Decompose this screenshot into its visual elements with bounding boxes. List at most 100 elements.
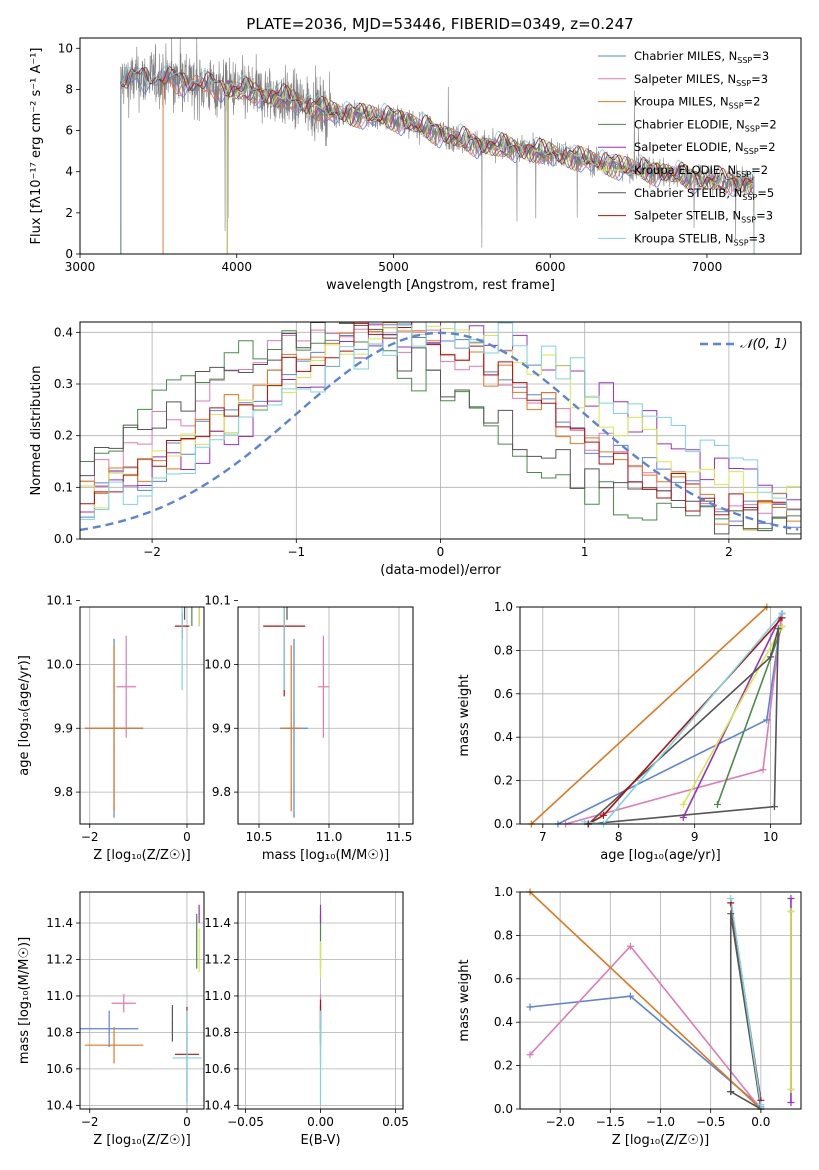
y-tick-label: 0 (65, 247, 73, 261)
spectrum-plot-area (80, 38, 755, 254)
y-axis-label: mass weight (457, 959, 472, 1041)
x-tick-label: 7000 (692, 260, 723, 274)
legend-value: =2 (759, 140, 776, 154)
mass-weight-line (729, 913, 762, 1109)
legend-subscript: SSP (741, 216, 756, 225)
x-tick-label: 2 (725, 545, 733, 559)
legend-subscript: SSP (736, 79, 751, 88)
mass_vs_ebv-plot-area (238, 892, 403, 1109)
plus-marker (778, 623, 786, 631)
plus-marker (679, 813, 687, 821)
y-tick-label: 0.0 (494, 817, 513, 831)
mass-weight-line (529, 995, 762, 1108)
histogram-step-line (80, 322, 801, 535)
legend-label: Kroupa MILES, NSSP=2 (634, 95, 760, 111)
plus-marker (787, 1098, 795, 1106)
y-tick-label: 0.4 (494, 1015, 513, 1029)
age_vs_z-plot-area (80, 607, 204, 824)
plus-marker (727, 1088, 735, 1096)
x-axis-label: Z [log₁₀(Z/Z☉)] (93, 1133, 190, 1148)
x-tick-label: 9 (691, 830, 699, 844)
y-tick-label: 10.6 (204, 1062, 231, 1076)
x-tick-label: 10.5 (246, 830, 273, 844)
mass_vs_ebv-frame (237, 891, 404, 1110)
residual_hist-frame (79, 321, 802, 540)
legend-label: Kroupa STELIB, NSSP=3 (634, 231, 765, 247)
y-tick-label: 0.2 (494, 1059, 513, 1073)
y-tick-label: 6 (65, 124, 73, 138)
y-tick-label: 10 (58, 41, 73, 55)
plus-marker (770, 803, 778, 811)
y-tick-label: 0.0 (494, 1102, 513, 1116)
plus-marker (787, 908, 795, 916)
y-tick-label: 0.2 (54, 429, 73, 443)
y-tick-label: 10.8 (46, 1025, 73, 1039)
y-tick-label: 11.0 (204, 989, 231, 1003)
massweight_vs_age-plot-area (520, 607, 801, 824)
x-tick-label: 7 (539, 830, 547, 844)
massweight_vs_z-frame (519, 891, 802, 1110)
residual_hist-plot-area (80, 322, 801, 539)
histogram-step-line (80, 322, 801, 520)
x-tick-label: 0.00 (307, 1115, 334, 1129)
x-axis-label: E(B-V) (300, 1133, 340, 1148)
model-spectrum-line (80, 80, 755, 254)
legend-value: =2 (744, 95, 761, 109)
plus-marker (759, 766, 767, 774)
x-tick-label: −2.0 (546, 1115, 575, 1129)
y-tick-label: 9.8 (54, 785, 73, 799)
x-tick-label: 11.0 (316, 830, 343, 844)
y-tick-label: 10.8 (204, 1025, 231, 1039)
x-tick-label: −2 (81, 830, 99, 844)
massweight_vs_age-frame (519, 606, 802, 825)
y-tick-label: 11.2 (46, 952, 73, 966)
x-tick-label: 10 (763, 830, 778, 844)
model-spectrum-line (80, 66, 755, 254)
plus-marker (679, 800, 687, 808)
x-tick-label: 8 (615, 830, 623, 844)
x-tick-label: −1 (287, 545, 305, 559)
x-axis-label: Z [log₁₀(Z/Z☉)] (612, 1133, 709, 1148)
x-tick-label: −0.05 (227, 1115, 264, 1129)
y-tick-label: 10.6 (46, 1062, 73, 1076)
plus-marker (626, 942, 634, 950)
y-tick-label: 0.4 (54, 325, 73, 339)
y-tick-label: 10.0 (204, 657, 231, 671)
plus-marker (767, 653, 775, 661)
y-tick-label: 9.8 (212, 785, 231, 799)
y-axis-label: Flux [fλ10⁻¹⁷ erg cm⁻² s⁻¹ A⁻¹] (29, 48, 44, 245)
y-axis-label: Normed distribution (29, 366, 44, 496)
x-tick-label: 3000 (65, 260, 96, 274)
legend-subscript: SSP (734, 238, 749, 247)
legend-label: Salpeter MILES, NSSP=3 (634, 72, 768, 88)
legend-subscript: SSP (745, 124, 760, 133)
figure-title: PLATE=2036, MJD=53446, FIBERID=0349, z=0… (246, 15, 633, 33)
y-axis-label: mass [log₁₀(M/M☉)] (17, 937, 32, 1064)
y-tick-label: 10.1 (204, 594, 231, 608)
x-tick-label: 1 (581, 545, 589, 559)
y-tick-label: 2 (65, 206, 73, 220)
legend-label: Salpeter STELIB, NSSP=3 (634, 209, 773, 225)
y-tick-label: 10.4 (204, 1098, 231, 1112)
mass-weight-line (682, 626, 783, 805)
y-tick-label: 11.2 (204, 952, 231, 966)
x-tick-label: 5000 (378, 260, 409, 274)
y-tick-label: 11.0 (46, 989, 73, 1003)
y-tick-label: 0.8 (494, 928, 513, 942)
x-tick-label: −0.5 (696, 1115, 725, 1129)
y-axis-label: age [log₁₀(age/yr)] (17, 655, 32, 776)
legend-value: =3 (752, 49, 769, 63)
x-tick-label: 4000 (221, 260, 252, 274)
y-tick-label: 9.9 (54, 721, 73, 735)
normal-reference-curve (80, 331, 799, 532)
legend-label: Kroupa ELODIE, NSSP=2 (634, 163, 768, 179)
x-tick-label: −1.5 (596, 1115, 625, 1129)
x-axis-label: (data-model)/error (380, 563, 501, 578)
plus-marker (787, 1085, 795, 1093)
plus-marker (626, 992, 634, 1000)
x-tick-label: 0.05 (382, 1115, 409, 1129)
legend-subscript: SSP (729, 102, 744, 111)
plus-marker (787, 895, 795, 903)
plus-marker (727, 910, 735, 918)
y-tick-label: 11.4 (204, 916, 231, 930)
